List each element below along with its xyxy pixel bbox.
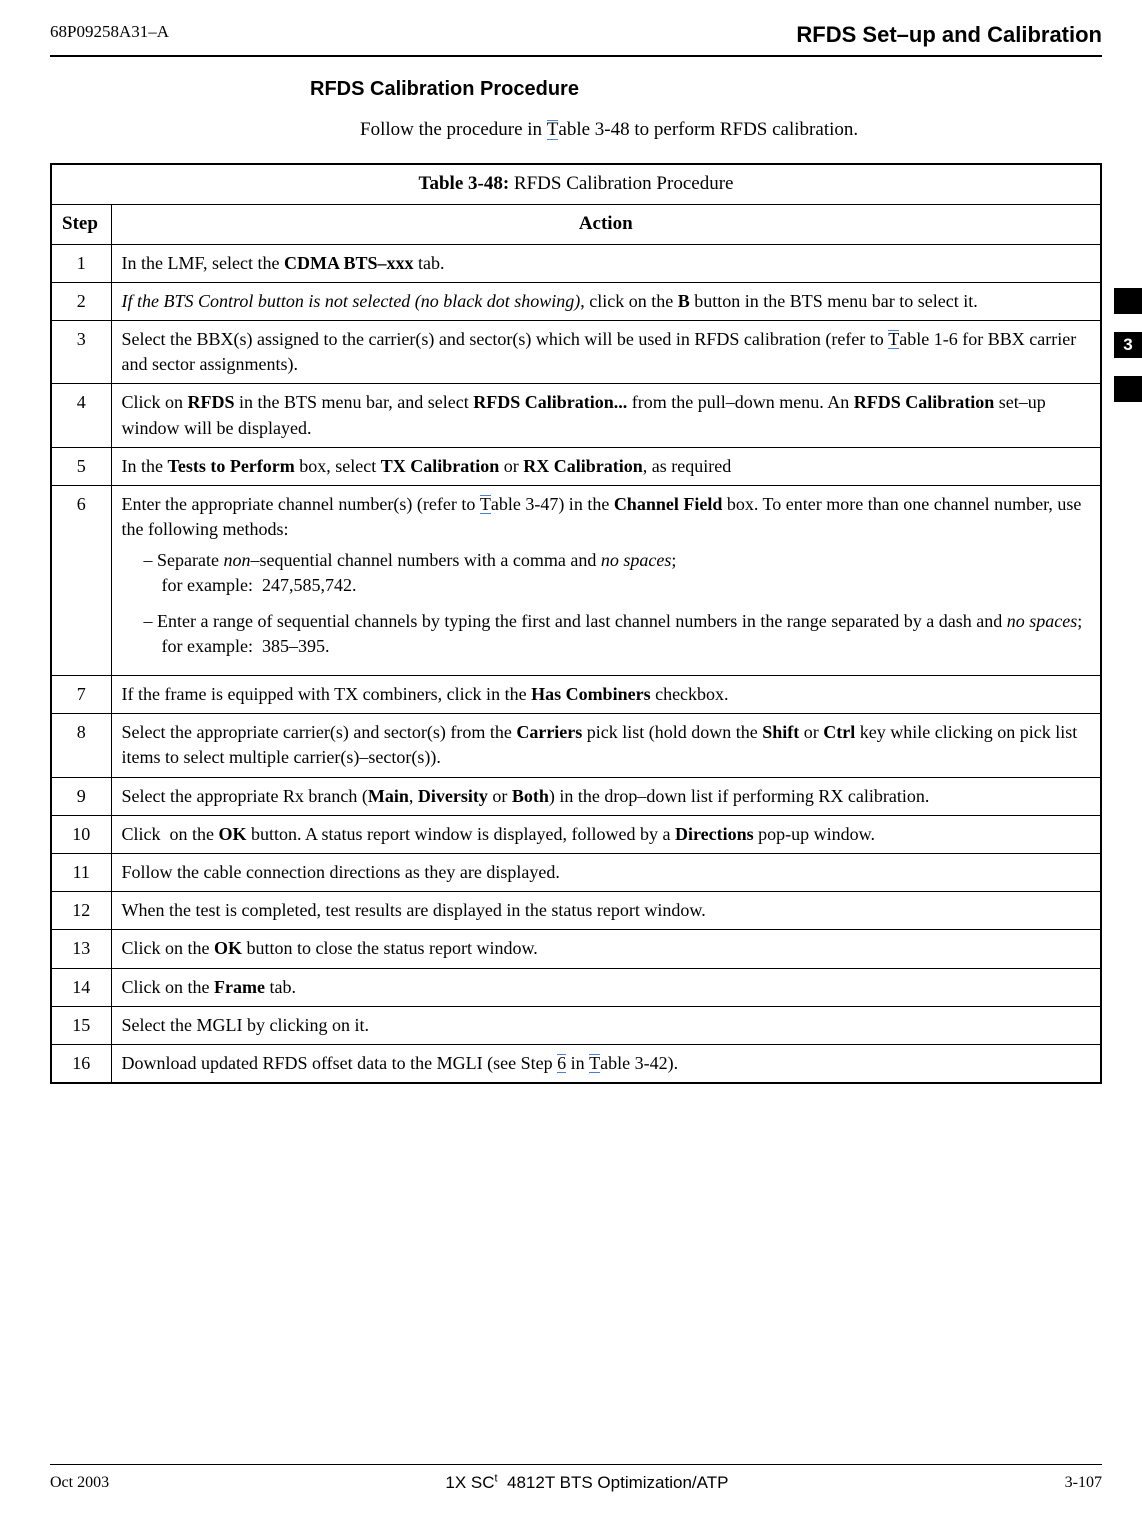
action-cell: Enter the appropriate channel number(s) … — [111, 485, 1101, 675]
table-row: 13Click on the OK button to close the st… — [51, 930, 1101, 968]
col-step: Step — [51, 204, 111, 244]
footer-right: 3-107 — [1065, 1472, 1102, 1494]
step-number: 9 — [51, 777, 111, 815]
table-row: 14Click on the Frame tab. — [51, 968, 1101, 1006]
table-row: 1In the LMF, select the CDMA BTS–xxx tab… — [51, 244, 1101, 282]
table-title-text: RFDS Calibration Procedure — [514, 173, 734, 194]
tab-chapter-number: 3 — [1114, 332, 1142, 358]
table-row: 15Select the MGLI by clicking on it. — [51, 1006, 1101, 1044]
action-cell: Select the BBX(s) assigned to the carrie… — [111, 320, 1101, 383]
step-number: 6 — [51, 485, 111, 675]
table-row: 7If the frame is equipped with TX combin… — [51, 676, 1101, 714]
heading-area: RFDS Calibration Procedure Follow the pr… — [310, 75, 1102, 144]
step-number: 10 — [51, 815, 111, 853]
step-number: 4 — [51, 384, 111, 447]
step-number: 1 — [51, 244, 111, 282]
action-cell: In the LMF, select the CDMA BTS–xxx tab. — [111, 244, 1101, 282]
step-number: 8 — [51, 714, 111, 777]
procedure-table: Table 3-48: RFDS Calibration Procedure S… — [50, 163, 1102, 1084]
col-action: Action — [111, 204, 1101, 244]
action-cell: Select the appropriate carrier(s) and se… — [111, 714, 1101, 777]
table-row: 9Select the appropriate Rx branch (Main,… — [51, 777, 1101, 815]
table-row: 4Click on RFDS in the BTS menu bar, and … — [51, 384, 1101, 447]
intro-text: Follow the procedure in Table 3-48 to pe… — [360, 117, 1102, 144]
step-number: 3 — [51, 320, 111, 383]
step-number: 2 — [51, 282, 111, 320]
action-cell: When the test is completed, test results… — [111, 892, 1101, 930]
step-number: 11 — [51, 853, 111, 891]
table-row: 11Follow the cable connection directions… — [51, 853, 1101, 891]
action-cell: Select the MGLI by clicking on it. — [111, 1006, 1101, 1044]
table-row: 8Select the appropriate carrier(s) and s… — [51, 714, 1101, 777]
step-number: 7 — [51, 676, 111, 714]
table-row: 6Enter the appropriate channel number(s)… — [51, 485, 1101, 675]
step-number: 14 — [51, 968, 111, 1006]
action-cell: Follow the cable connection directions a… — [111, 853, 1101, 891]
step-number: 16 — [51, 1044, 111, 1083]
action-cell: Click on the OK button. A status report … — [111, 815, 1101, 853]
intro-link[interactable]: T — [547, 120, 559, 140]
table-row: 2If the BTS Control button is not select… — [51, 282, 1101, 320]
action-cell: Select the appropriate Rx branch (Main, … — [111, 777, 1101, 815]
table-row: 16Download updated RFDS offset data to t… — [51, 1044, 1101, 1083]
tab-blank-bottom — [1114, 376, 1142, 402]
intro-prefix: Follow the procedure in — [360, 119, 547, 140]
table-title-cell: Table 3-48: RFDS Calibration Procedure — [51, 164, 1101, 204]
intro-suffix: able 3-48 to perform RFDS calibration. — [558, 119, 858, 140]
action-cell: Click on RFDS in the BTS menu bar, and s… — [111, 384, 1101, 447]
page-footer: Oct 2003 1X SCt 4812T BTS Optimization/A… — [50, 1464, 1102, 1495]
table-header-row: Step Action — [51, 204, 1101, 244]
action-cell: In the Tests to Perform box, select TX C… — [111, 447, 1101, 485]
step-number: 12 — [51, 892, 111, 930]
section-title: RFDS Set–up and Calibration — [796, 20, 1102, 51]
table-row: 5In the Tests to Perform box, select TX … — [51, 447, 1101, 485]
footer-center: 1X SCt 4812T BTS Optimization/ATP — [445, 1471, 728, 1495]
tab-blank-top — [1114, 288, 1142, 314]
step-number: 5 — [51, 447, 111, 485]
sub-heading: RFDS Calibration Procedure — [310, 75, 1102, 103]
action-cell: If the BTS Control button is not selecte… — [111, 282, 1101, 320]
table-row: 12When the test is completed, test resul… — [51, 892, 1101, 930]
doc-id: 68P09258A31–A — [50, 20, 169, 51]
action-cell: Click on the Frame tab. — [111, 968, 1101, 1006]
table-title-row: Table 3-48: RFDS Calibration Procedure — [51, 164, 1101, 204]
action-cell: If the frame is equipped with TX combine… — [111, 676, 1101, 714]
chapter-tab: 3 — [1114, 288, 1142, 402]
table-row: 3Select the BBX(s) assigned to the carri… — [51, 320, 1101, 383]
table-body: 1In the LMF, select the CDMA BTS–xxx tab… — [51, 244, 1101, 1083]
table-row: 10Click on the OK button. A status repor… — [51, 815, 1101, 853]
step-number: 15 — [51, 1006, 111, 1044]
action-cell: Download updated RFDS offset data to the… — [111, 1044, 1101, 1083]
action-cell: Click on the OK button to close the stat… — [111, 930, 1101, 968]
step-number: 13 — [51, 930, 111, 968]
footer-left: Oct 2003 — [50, 1472, 109, 1494]
page-header: 68P09258A31–A RFDS Set–up and Calibratio… — [50, 20, 1102, 57]
table-title-number: Table 3-48: — [419, 173, 514, 194]
